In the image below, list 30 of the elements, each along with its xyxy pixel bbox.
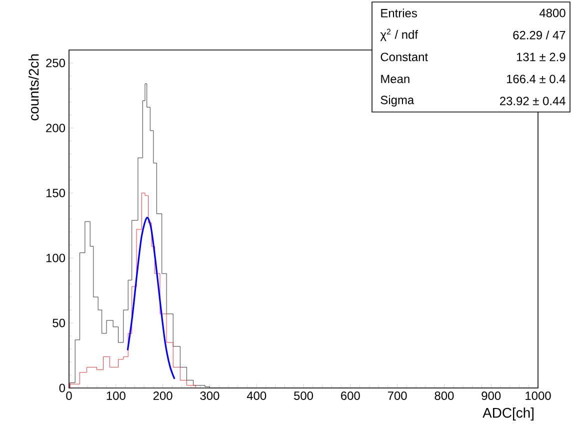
- annotation: 131 ± 2.9: [516, 52, 566, 62]
- text: Entries: [381, 8, 417, 18]
- x-tick-label: 100: [106, 392, 126, 400]
- y-tick-label: 200: [46, 124, 66, 132]
- text: 4800: [539, 8, 566, 18]
- y-tick-label: 50: [52, 318, 66, 328]
- x-tick-label: 300: [200, 392, 220, 400]
- line-series: [126, 216, 176, 380]
- x-tick-label: 400: [246, 392, 266, 400]
- annotation: Mean: [381, 74, 410, 84]
- x-tick-label: 0: [66, 392, 72, 400]
- y-axis-title: counts/2ch: [28, 54, 39, 120]
- x-tick-label: 1000: [526, 392, 551, 400]
- y-tick-label: 0: [59, 384, 66, 392]
- x-tick-label: 700: [388, 392, 407, 400]
- x-tick-label: 900: [482, 392, 501, 400]
- text: 62.29 / 47: [513, 30, 566, 40]
- text: χ$^{2}$ / ndf: [380, 28, 418, 42]
- x-axis-title: ADC[ch]: [482, 408, 534, 420]
- annotation: 166.4 ± 0.4: [506, 74, 566, 84]
- annotation: 23.92 ± 0.44: [500, 96, 566, 106]
- y-tick-label: 100: [46, 254, 66, 262]
- x-tick-label: 800: [434, 392, 454, 400]
- y-tick-label: 250: [46, 58, 66, 68]
- x-tick-label: 200: [153, 392, 172, 400]
- x-tick-label: 600: [341, 392, 360, 400]
- x-tick-label: 500: [294, 392, 314, 400]
- y-tick-label: 150: [46, 188, 66, 198]
- annotation: Constant: [380, 52, 428, 62]
- annotation: Sigma: [380, 95, 414, 107]
